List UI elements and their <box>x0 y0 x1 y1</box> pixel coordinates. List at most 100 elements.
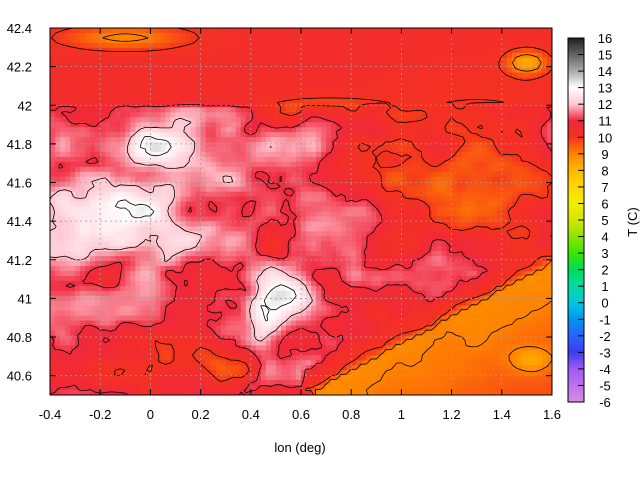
heatmap-cell <box>165 231 172 237</box>
heatmap-cell <box>115 92 121 99</box>
heatmap-cell <box>391 241 397 247</box>
heatmap-cell <box>431 171 438 178</box>
heatmap-cell <box>290 226 297 232</box>
heatmap-cell <box>441 92 448 99</box>
heatmap-cell <box>55 32 61 39</box>
heatmap-cell <box>85 201 91 208</box>
heatmap-cell <box>431 127 438 133</box>
heatmap-cell <box>95 92 101 99</box>
heatmap-cell <box>411 151 418 158</box>
heatmap-cell <box>346 216 352 223</box>
heatmap-cell <box>140 226 146 232</box>
heatmap-cell <box>431 181 438 188</box>
heatmap-cell <box>225 67 232 74</box>
heatmap-cell <box>531 271 538 277</box>
heatmap-cell <box>456 266 463 272</box>
heatmap-cell <box>456 122 463 128</box>
heatmap-cell <box>220 231 227 237</box>
heatmap-cell <box>200 72 207 79</box>
heatmap-cell <box>411 266 418 272</box>
heatmap-cell <box>225 32 232 39</box>
heatmap-cell <box>275 266 282 272</box>
heatmap-cell <box>120 221 126 227</box>
heatmap-cell <box>461 261 468 267</box>
heatmap-cell <box>486 112 493 118</box>
heatmap-cell <box>165 137 172 143</box>
heatmap-cell <box>516 196 523 203</box>
heatmap-cell <box>491 191 498 198</box>
heatmap-cell <box>511 266 518 272</box>
heatmap-cell <box>341 102 347 108</box>
heatmap-cell <box>100 151 106 158</box>
heatmap-cell <box>511 256 518 262</box>
heatmap-cell <box>446 201 453 208</box>
heatmap-cell <box>301 211 307 218</box>
heatmap-cell <box>200 32 207 39</box>
heatmap-cell <box>441 102 448 108</box>
heatmap-cell <box>406 52 413 59</box>
heatmap-cell <box>531 52 538 59</box>
heatmap-cell <box>521 122 528 128</box>
heatmap-cell <box>301 102 307 108</box>
heatmap-cell <box>371 117 377 123</box>
heatmap-cell <box>145 186 151 193</box>
heatmap-cell <box>431 52 438 59</box>
heatmap-cell <box>456 142 463 148</box>
heatmap-cell <box>491 211 498 218</box>
heatmap-cell <box>185 186 192 193</box>
heatmap-cell <box>280 82 287 89</box>
heatmap-cell <box>516 72 523 79</box>
heatmap-cell <box>436 191 443 198</box>
heatmap-cell <box>240 161 247 168</box>
heatmap-cell <box>341 72 347 79</box>
heatmap-cell <box>546 196 552 203</box>
heatmap-cell <box>105 57 111 64</box>
heatmap-cell <box>516 246 523 252</box>
heatmap-cell <box>55 28 61 34</box>
heatmap-cell <box>210 92 217 99</box>
heatmap-cell <box>110 72 116 79</box>
heatmap-cell <box>461 52 468 59</box>
heatmap-cell <box>270 251 277 257</box>
heatmap-cell <box>105 216 111 223</box>
heatmap-cell <box>391 216 397 223</box>
heatmap-cell <box>95 72 101 79</box>
heatmap-cell <box>225 52 232 59</box>
heatmap-cell <box>321 147 327 153</box>
heatmap-cell <box>401 161 408 168</box>
heatmap-cell <box>536 241 543 247</box>
heatmap-cell <box>311 147 317 153</box>
heatmap-cell <box>521 82 528 89</box>
heatmap-cell <box>195 102 202 108</box>
heatmap-cell <box>65 142 71 148</box>
heatmap-cell <box>396 127 402 133</box>
heatmap-cell <box>70 196 76 203</box>
heatmap-cell <box>516 82 523 89</box>
heatmap-cell <box>351 196 357 203</box>
heatmap-cell <box>225 196 232 203</box>
heatmap-cell <box>391 256 397 262</box>
heatmap-cell <box>185 181 192 188</box>
heatmap-cell <box>481 92 488 99</box>
heatmap-cell <box>260 147 267 153</box>
heatmap-cell <box>260 32 267 39</box>
heatmap-cell <box>130 147 136 153</box>
heatmap-cell <box>336 256 342 262</box>
heatmap-cell <box>366 211 372 218</box>
heatmap-cell <box>461 132 468 138</box>
heatmap-cell <box>456 206 463 213</box>
heatmap-cell <box>105 62 111 69</box>
heatmap-cell <box>75 266 81 272</box>
heatmap-cell <box>541 181 548 188</box>
heatmap-cell <box>160 151 167 158</box>
heatmap-cell <box>326 52 332 59</box>
heatmap-cell <box>150 156 157 163</box>
heatmap-cell <box>426 181 433 188</box>
heatmap-cell <box>396 42 402 49</box>
heatmap-cell <box>200 156 207 163</box>
heatmap-cell <box>461 266 468 272</box>
heatmap-cell <box>531 102 538 108</box>
heatmap-cell <box>270 72 277 79</box>
heatmap-cell <box>135 102 141 108</box>
heatmap-cell <box>255 251 262 257</box>
